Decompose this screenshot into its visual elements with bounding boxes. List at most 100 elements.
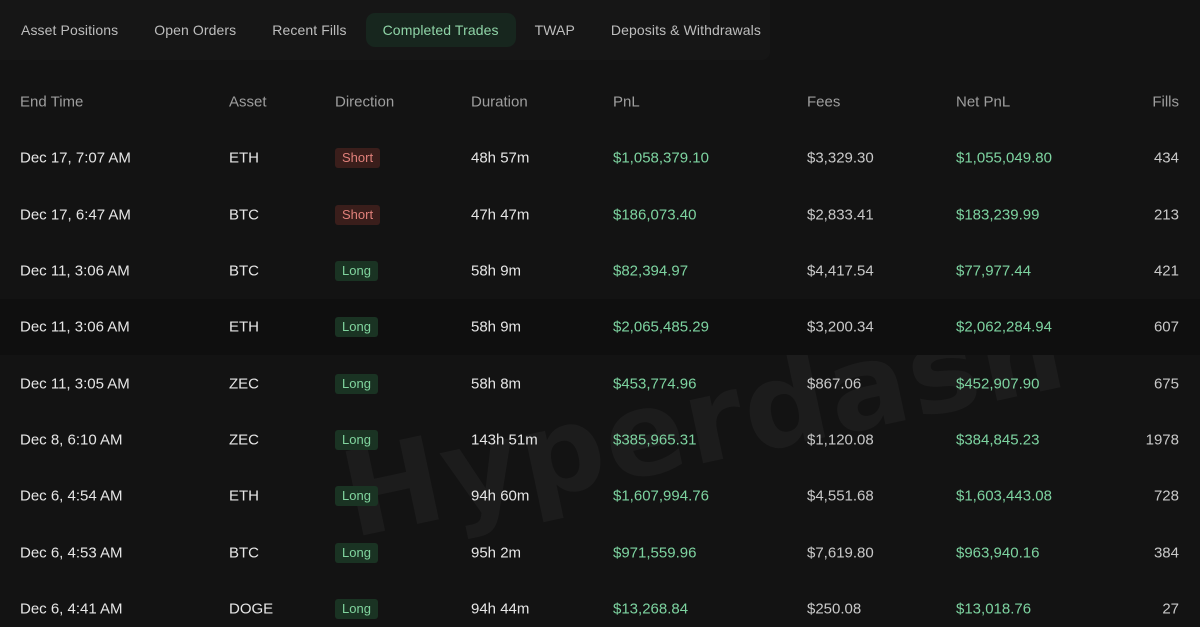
asset-cell[interactable]: BTC	[229, 206, 259, 224]
direction-badge: Long	[335, 429, 378, 450]
table-row[interactable]: Dec 17, 7:07 AM ETH Short 48h 57m $1,058,379…	[0, 130, 1200, 186]
end-time-cell: Dec 6, 4:54 AM	[20, 487, 123, 505]
pnl-cell: $1,607,994.76	[613, 487, 709, 505]
fees-cell: $1,120.08	[807, 431, 874, 449]
tab-open-orders[interactable]: Open Orders	[154, 22, 237, 38]
asset-cell[interactable]: ETH	[229, 487, 259, 505]
asset-cell[interactable]: DOGE	[229, 600, 274, 618]
fees-cell: $250.08	[807, 600, 862, 618]
duration-cell: 47h 47m	[471, 206, 530, 224]
pnl-cell: $971,559.96	[613, 544, 697, 562]
direction-badge: Long	[335, 373, 378, 394]
pnl-cell: $2,065,485.29	[613, 318, 709, 336]
pnl-cell: $13,268.84	[613, 600, 689, 618]
fees-cell: $7,619.80	[807, 544, 874, 562]
direction-cell: Long	[335, 429, 378, 450]
end-time-cell: Dec 17, 7:07 AM	[20, 149, 131, 167]
direction-cell: Short	[335, 148, 381, 169]
column-header-end-time[interactable]: End Time	[20, 93, 84, 111]
duration-cell: 95h 2m	[471, 544, 522, 562]
pnl-cell: $186,073.40	[613, 206, 697, 224]
column-header-pnl[interactable]: PnL	[613, 93, 640, 111]
table-body: Dec 17, 7:07 AM ETH Short 48h 57m $1,058,379…	[0, 130, 1200, 627]
pnl-cell: $385,965.31	[613, 431, 697, 449]
table-row[interactable]: Dec 6, 4:53 AM BTC Long 95h 2m $971,559.96 $7…	[0, 524, 1200, 580]
duration-cell: 58h 9m	[471, 262, 522, 280]
tab-bar: Asset Positions Open Orders Recent Fills…	[0, 0, 770, 60]
net-pnl-cell: $183,239.99	[956, 206, 1040, 224]
net-pnl-cell: $963,940.16	[956, 544, 1040, 562]
fills-cell: 421	[1153, 262, 1179, 280]
direction-cell: Long	[335, 542, 378, 563]
asset-cell[interactable]: BTC	[229, 262, 259, 280]
tab-asset-positions[interactable]: Asset Positions	[21, 22, 119, 38]
tab-twap[interactable]: TWAP	[534, 22, 575, 38]
direction-cell: Long	[335, 317, 378, 338]
table-row[interactable]: Dec 6, 4:54 AM ETH Long 94h 60m $1,607,994.7…	[0, 468, 1200, 524]
asset-cell[interactable]: ZEC	[229, 431, 259, 449]
duration-cell: 48h 57m	[471, 149, 530, 167]
asset-cell[interactable]: ETH	[229, 149, 259, 167]
table-row[interactable]: Dec 11, 3:06 AM ETH Long 58h 9m $2,065,485.2…	[0, 299, 1200, 356]
column-header-duration[interactable]: Duration	[471, 93, 528, 111]
direction-cell: Long	[335, 486, 378, 507]
end-time-cell: Dec 11, 3:06 AM	[20, 318, 130, 336]
end-time-cell: Dec 6, 4:53 AM	[20, 544, 123, 562]
fees-cell: $4,551.68	[807, 487, 874, 505]
fees-cell: $3,200.34	[807, 318, 874, 336]
end-time-cell: Dec 17, 6:47 AM	[20, 206, 131, 224]
net-pnl-cell: $2,062,284.94	[956, 318, 1052, 336]
table-row[interactable]: Dec 11, 3:06 AM BTC Long 58h 9m $82,394.97 $4…	[0, 243, 1200, 299]
net-pnl-cell: $452,907.90	[956, 375, 1040, 393]
duration-cell: 58h 9m	[471, 318, 522, 336]
pnl-cell: $453,774.96	[613, 375, 697, 393]
fees-cell: $867.06	[807, 375, 862, 393]
fees-cell: $3,329.30	[807, 149, 874, 167]
fees-cell: $4,417.54	[807, 262, 874, 280]
duration-cell: 94h 60m	[471, 487, 530, 505]
duration-cell: 58h 8m	[471, 375, 522, 393]
asset-cell[interactable]: BTC	[229, 544, 259, 562]
direction-cell: Long	[335, 373, 378, 394]
fills-cell: 27	[1162, 600, 1179, 618]
column-header-asset[interactable]: Asset	[229, 93, 267, 111]
tab-completed-trades[interactable]: Completed Trades	[365, 13, 516, 47]
end-time-cell: Dec 11, 3:05 AM	[20, 375, 130, 393]
fills-cell: 607	[1153, 318, 1179, 336]
net-pnl-cell: $384,845.23	[956, 431, 1040, 449]
completed-trades-table: End Time Asset Direction Duration PnL Fe…	[0, 74, 1200, 627]
net-pnl-cell: $1,055,049.80	[956, 149, 1052, 167]
table-row[interactable]: Dec 8, 6:10 AM ZEC Long 143h 51m $385,965.31…	[0, 412, 1200, 468]
column-header-fills[interactable]: Fills	[1152, 93, 1179, 111]
end-time-cell: Dec 11, 3:06 AM	[20, 262, 130, 280]
direction-cell: Long	[335, 261, 378, 282]
tab-recent-fills[interactable]: Recent Fills	[272, 22, 347, 38]
pnl-cell: $1,058,379.10	[613, 149, 709, 167]
pnl-cell: $82,394.97	[613, 262, 689, 280]
tab-deposits-withdrawals[interactable]: Deposits & Withdrawals	[610, 22, 761, 38]
table-row[interactable]: Dec 6, 4:41 AM DOGE Long 94h 44m $13,268.84 $…	[0, 581, 1200, 627]
table-row[interactable]: Dec 17, 6:47 AM BTC Short 47h 47m $186,073.4…	[0, 187, 1200, 243]
table-row[interactable]: Dec 11, 3:05 AM ZEC Long 58h 8m $453,774.96 $…	[0, 355, 1200, 411]
end-time-cell: Dec 6, 4:41 AM	[20, 600, 123, 618]
direction-badge: Short	[335, 204, 381, 225]
direction-cell: Long	[335, 598, 378, 619]
fills-cell: 675	[1153, 375, 1179, 393]
column-header-fees[interactable]: Fees	[807, 93, 841, 111]
duration-cell: 143h 51m	[471, 431, 538, 449]
net-pnl-cell: $13,018.76	[956, 600, 1032, 618]
fills-cell: 384	[1153, 544, 1179, 562]
asset-cell[interactable]: ETH	[229, 318, 259, 336]
asset-cell[interactable]: ZEC	[229, 375, 259, 393]
direction-badge: Long	[335, 598, 378, 619]
direction-badge: Long	[335, 542, 378, 563]
end-time-cell: Dec 8, 6:10 AM	[20, 431, 123, 449]
fills-cell: 434	[1153, 149, 1179, 167]
column-header-net-pnl[interactable]: Net PnL	[956, 93, 1011, 111]
column-header-direction[interactable]: Direction	[335, 93, 395, 111]
duration-cell: 94h 44m	[471, 600, 530, 618]
table-header: End Time Asset Direction Duration PnL Fe…	[0, 74, 1200, 130]
fees-cell: $2,833.41	[807, 206, 874, 224]
fills-cell: 728	[1153, 487, 1179, 505]
